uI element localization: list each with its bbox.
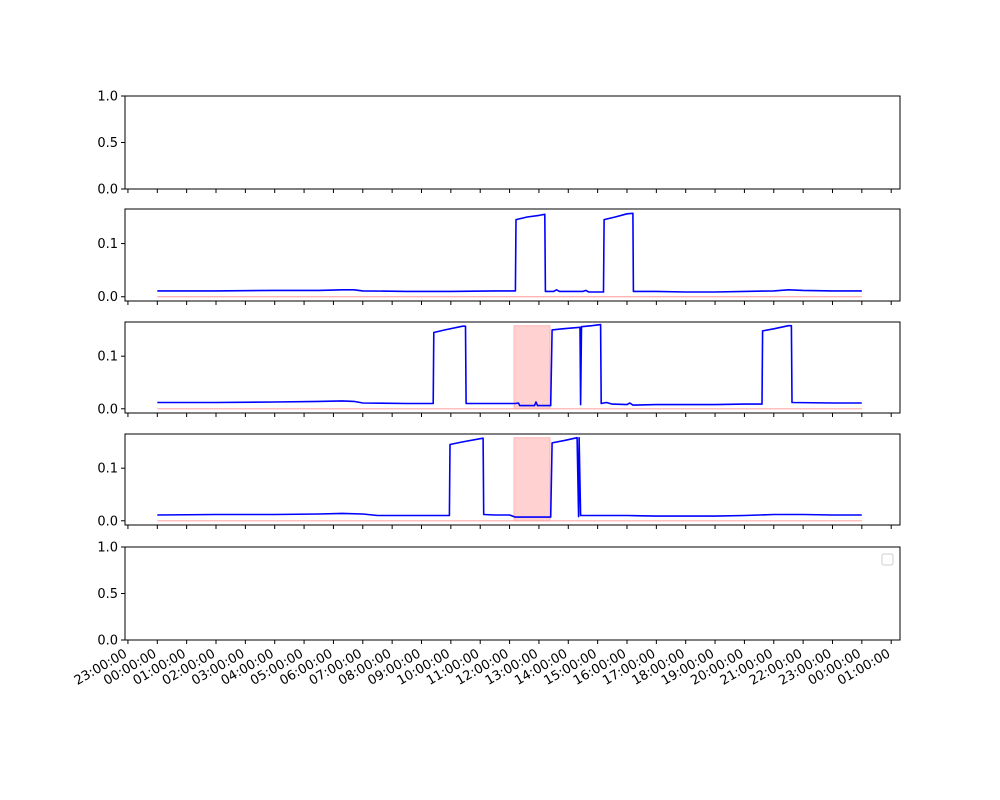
shaded-region	[513, 437, 551, 522]
axes-frame	[124, 95, 901, 190]
shaded-region	[513, 325, 551, 410]
series-line	[157, 436, 862, 518]
y-tick-label: 0.0	[97, 514, 118, 529]
axes-frame	[124, 546, 901, 641]
subplot-3: 0.0 0.1	[97, 321, 901, 417]
y-tick-label: 0.5	[97, 587, 118, 602]
axes-frame	[124, 433, 901, 526]
legend-box	[881, 553, 894, 566]
series-line	[157, 212, 862, 293]
y-tick-label: 0.5	[97, 136, 118, 151]
y-tick-label: 0.0	[97, 634, 118, 649]
subplot-1: 0.0 0.5 1.0	[97, 90, 901, 198]
axes-frame	[124, 321, 901, 414]
y-tick-label: 0.0	[97, 402, 118, 417]
y-tick-label: 0.0	[97, 183, 118, 198]
y-tick-label: 1.0	[97, 541, 118, 556]
y-tick-label: 0.1	[97, 350, 118, 365]
y-tick-label: 0.0	[97, 290, 118, 305]
subplot-5: 0.00.51.023:00:0000:00:0001:00:0002:00:0…	[72, 541, 901, 689]
subplot-4: 0.0 0.1	[97, 433, 901, 529]
y-tick-label: 1.0	[97, 90, 118, 105]
subplot-2: 0.0 0.1	[97, 208, 901, 305]
axes-frame	[124, 208, 901, 302]
y-tick-label: 0.1	[97, 462, 118, 477]
series-line	[157, 323, 862, 407]
y-tick-label: 0.1	[97, 237, 118, 252]
